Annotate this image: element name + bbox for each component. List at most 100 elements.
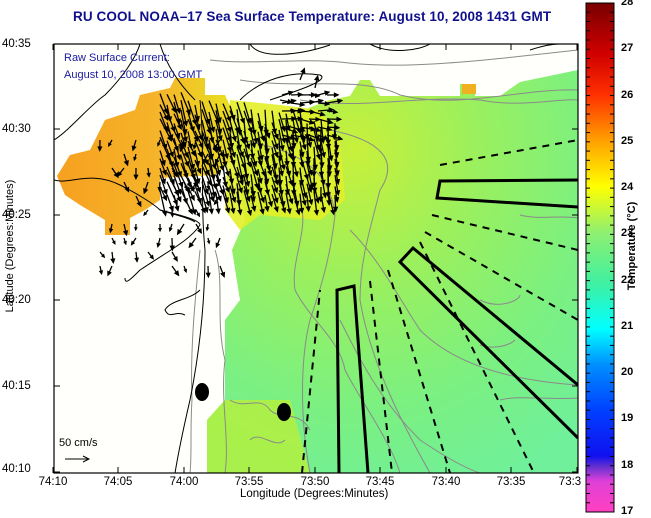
current-vector-head [217,135,223,142]
current-vector-head [230,188,236,195]
current-vector-head [123,240,127,246]
current-vector-head [332,206,339,213]
current-vector-head [107,142,112,147]
x-tick-label: 73:50 [300,476,330,488]
current-vector-head [149,254,155,260]
colorbar-tick-label: 27 [621,42,634,55]
current-vector-head [133,174,139,181]
current-vector-head [176,123,182,131]
colorbar-tick-label: 23 [621,227,634,240]
current-vector [306,162,313,189]
current-vector-head [162,188,168,196]
current-vector-head [215,183,220,188]
current-vector-head [238,174,245,181]
current-vector-head [168,227,173,233]
current-vector-head [183,268,188,274]
current-vector-head [257,177,263,185]
y-tick-label: 40:20 [2,294,31,306]
current-vector-head [324,90,331,96]
current-vector-head [280,164,286,171]
current-vector [215,144,224,171]
current-vector-head [250,142,257,149]
current-vector-head [170,213,175,218]
current-vector-head [197,228,202,235]
current-vector-head [146,172,151,178]
current-vector-head [157,142,161,147]
current-vector-head [209,195,215,203]
current-vector-head [226,126,232,134]
current-vector-head [131,145,137,152]
current-vector-head [264,205,270,213]
current-vector-head [201,158,207,165]
current-vector-head [162,194,167,202]
y-tick-label: 40:25 [2,209,31,221]
current-vector-head [215,169,222,177]
current-vector-head [122,230,129,237]
current-vector-head [273,197,279,204]
current-vector-head [319,111,326,117]
current-vector-head [182,120,189,127]
current-vector-head [273,179,279,186]
current-vector [299,153,309,179]
x-tick-label: 74:05 [103,476,133,488]
current-vector-head [143,211,148,217]
current-vector-head [183,185,188,191]
current-vector-head [314,74,320,82]
current-vector-head [301,199,307,207]
current-vector-head [299,151,305,158]
x-tick-label: 73:45 [365,476,395,488]
current-vector-head [213,199,219,206]
current-vector-head [188,242,195,249]
current-vector-head [158,227,163,233]
current-vector-head [111,240,116,245]
current-vector-head [224,186,230,194]
current-vector-head [219,188,225,196]
current-vector-head [182,136,188,143]
current-vector-head [326,126,333,132]
current-vector-head [290,98,297,105]
colorbar-tick-label: 26 [621,88,634,101]
y-tick-label: 40:30 [2,123,31,135]
current-vector-head [327,119,334,125]
current-vector-head [193,135,199,143]
current-vector-head [110,258,116,265]
colorbar-label: Temperature (°C) [626,201,638,291]
current-vector-head [307,199,314,206]
current-vector-head [136,200,142,208]
current-vector-head [250,205,257,212]
current-vector-head [133,227,138,232]
current-vector-head [237,187,243,194]
current-vector-head [223,153,229,160]
current-vector-head [303,173,309,181]
current-vector-head [173,270,180,277]
current-vector-head [176,188,182,195]
axis-ticks [52,43,578,473]
colorbar-ticks [586,2,614,513]
current-vector-head [289,134,297,140]
current-vector-head [313,209,320,216]
current-vector-head [216,117,222,124]
colorbar-tick-label: 28 [621,0,634,8]
current-vector-head [195,178,201,185]
current-vector-head [205,200,211,207]
current-vector-head [334,189,341,197]
current-vector-head [204,169,210,176]
current-vector [208,162,217,189]
current-vector-head [117,171,123,177]
current-vector-head [183,170,187,175]
current-vector-head [305,206,311,213]
current-vector-head [176,154,182,161]
study-area-outlines [335,178,578,473]
current-vector-head [233,171,240,179]
current-vector-head [306,141,313,149]
current-vector-head [332,109,339,115]
current-vector-head [196,167,202,175]
scale-arrow-icon [65,455,91,463]
current-vector-head [334,124,341,131]
current-vector-head [224,170,231,178]
current-vector-head [280,137,287,144]
colorbar-tick-label: 24 [621,181,634,194]
x-tick-label: 73:40 [431,476,461,488]
current-vector-head [299,126,306,133]
current-vector-head [336,135,344,141]
